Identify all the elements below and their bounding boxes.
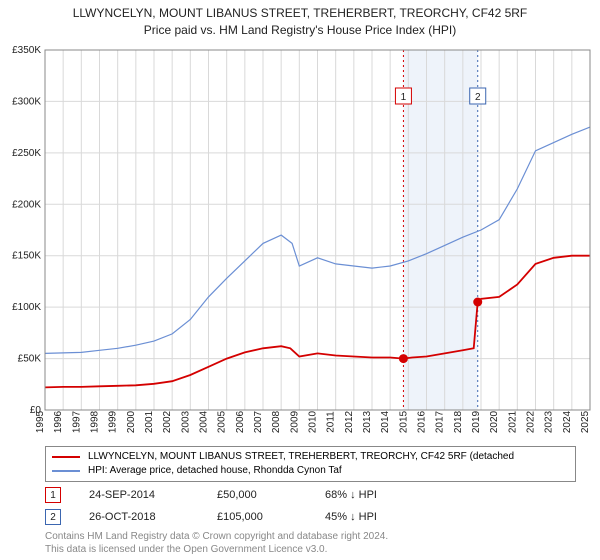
svg-text:2025: 2025 — [580, 410, 591, 433]
marker-price: £105,000 — [217, 511, 297, 523]
chart-subtitle: Price paid vs. HM Land Registry's House … — [0, 22, 600, 37]
marker-pct: 45% ↓ HPI — [325, 511, 405, 523]
svg-text:2000: 2000 — [126, 410, 137, 433]
marker-table: 1 24-SEP-2014 £50,000 68% ↓ HPI 2 26-OCT-2018… — [45, 484, 590, 528]
svg-text:£200K: £200K — [12, 199, 41, 210]
chart-plot-area: £0£50K£100K£150K£200K£250K£300K£350K1995… — [45, 50, 590, 430]
svg-text:2022: 2022 — [526, 410, 537, 433]
svg-text:2003: 2003 — [180, 410, 191, 433]
svg-text:2021: 2021 — [507, 410, 518, 433]
svg-text:2001: 2001 — [144, 410, 155, 433]
svg-text:2017: 2017 — [435, 410, 446, 433]
marker-date: 24-SEP-2014 — [89, 489, 189, 501]
svg-text:1997: 1997 — [71, 410, 82, 433]
svg-text:2002: 2002 — [162, 410, 173, 433]
footer-line-2: This data is licensed under the Open Gov… — [45, 544, 388, 557]
svg-text:2018: 2018 — [453, 410, 464, 433]
svg-text:2024: 2024 — [562, 410, 573, 433]
marker-date: 26-OCT-2018 — [89, 511, 189, 523]
footer-line-1: Contains HM Land Registry data © Crown c… — [45, 531, 388, 544]
chart-svg: £0£50K£100K£150K£200K£250K£300K£350K1995… — [45, 50, 590, 430]
svg-text:2007: 2007 — [253, 410, 264, 433]
svg-text:2009: 2009 — [289, 410, 300, 433]
svg-text:2010: 2010 — [308, 410, 319, 433]
legend-row: HPI: Average price, detached house, Rhon… — [52, 464, 569, 478]
svg-text:1: 1 — [401, 92, 407, 103]
svg-text:£250K: £250K — [12, 148, 41, 159]
marker-badge: 1 — [45, 487, 61, 503]
legend-swatch — [52, 470, 80, 472]
svg-text:2004: 2004 — [199, 410, 210, 433]
svg-text:2013: 2013 — [362, 410, 373, 433]
svg-text:2011: 2011 — [326, 411, 337, 433]
legend-swatch — [52, 456, 80, 458]
svg-text:2012: 2012 — [344, 410, 355, 433]
svg-text:£350K: £350K — [12, 45, 41, 56]
svg-text:2014: 2014 — [380, 410, 391, 433]
svg-text:2019: 2019 — [471, 410, 482, 433]
svg-text:1998: 1998 — [90, 410, 101, 433]
legend-row: LLWYNCELYN, MOUNT LIBANUS STREET, TREHER… — [52, 450, 569, 464]
svg-text:2016: 2016 — [417, 410, 428, 433]
svg-text:£100K: £100K — [12, 302, 41, 313]
marker-row: 1 24-SEP-2014 £50,000 68% ↓ HPI — [45, 484, 590, 506]
marker-pct: 68% ↓ HPI — [325, 489, 405, 501]
legend-label: LLWYNCELYN, MOUNT LIBANUS STREET, TREHER… — [88, 450, 514, 464]
footer-attribution: Contains HM Land Registry data © Crown c… — [45, 531, 388, 556]
svg-text:2: 2 — [475, 92, 481, 103]
svg-text:2020: 2020 — [489, 410, 500, 433]
svg-text:£300K: £300K — [12, 96, 41, 107]
svg-text:2005: 2005 — [217, 410, 228, 433]
svg-text:2015: 2015 — [398, 410, 409, 433]
svg-text:1999: 1999 — [108, 410, 119, 433]
svg-text:2008: 2008 — [271, 410, 282, 433]
svg-text:2006: 2006 — [235, 410, 246, 433]
marker-price: £50,000 — [217, 489, 297, 501]
svg-text:£50K: £50K — [18, 354, 42, 365]
legend-label: HPI: Average price, detached house, Rhon… — [88, 464, 342, 478]
marker-row: 2 26-OCT-2018 £105,000 45% ↓ HPI — [45, 506, 590, 528]
svg-text:1995: 1995 — [35, 410, 46, 433]
svg-text:2023: 2023 — [544, 410, 555, 433]
legend: LLWYNCELYN, MOUNT LIBANUS STREET, TREHER… — [45, 446, 590, 482]
svg-text:1996: 1996 — [53, 410, 64, 433]
svg-text:£150K: £150K — [12, 251, 41, 262]
chart-title: LLWYNCELYN, MOUNT LIBANUS STREET, TREHER… — [0, 0, 600, 22]
marker-badge: 2 — [45, 509, 61, 525]
